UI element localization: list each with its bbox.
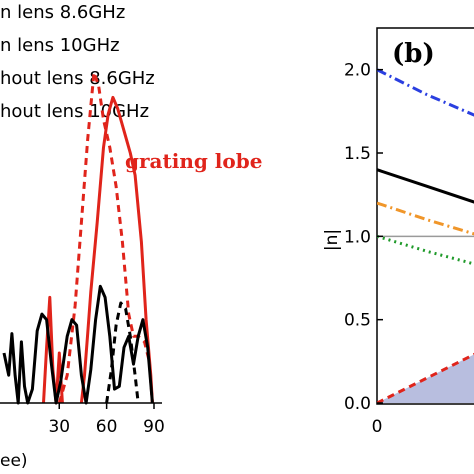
x-tick-label: 90 <box>143 417 165 437</box>
x-tick-label: 60 <box>96 417 118 437</box>
y-tick-label: 0.0 <box>344 394 371 414</box>
series-b-line-3 <box>377 201 474 236</box>
legend: n lens 8.6GHz n lens 10GHz hout lens 8.6… <box>0 2 155 122</box>
y-tick-label: 0.5 <box>344 311 371 331</box>
y-tick-label: 1.0 <box>344 227 371 247</box>
series-a-line-5 <box>105 301 140 404</box>
panel-label-b: (b) <box>392 39 435 69</box>
series-b-line-1 <box>377 68 474 117</box>
x-ticks-b: 0 <box>372 417 383 437</box>
x-tick-label: 0 <box>372 417 383 437</box>
y-tick-label: 2.0 <box>344 61 371 81</box>
legend-entry-1: n lens 8.6GHz <box>0 2 125 23</box>
legend-entry-4: hout lens 10GHz <box>0 101 149 122</box>
plot-frame-b <box>376 27 474 405</box>
grating-lobe-annotation: grating lobe <box>125 149 262 173</box>
x-axis-label: ee) <box>0 451 28 471</box>
series-group-a <box>2 70 154 405</box>
shaded-region <box>377 354 474 403</box>
x-ticks-a: 30 60 90 <box>48 403 165 437</box>
panel-a: n lens 8.6GHz n lens 10GHz hout lens 8.6… <box>0 2 262 471</box>
series-a-line-2 <box>79 95 154 404</box>
series-a-line-1 <box>57 70 154 404</box>
series-group-b <box>377 68 474 403</box>
series-b-line-4 <box>377 234 474 266</box>
legend-entry-2: n lens 10GHz <box>0 35 120 56</box>
panel-b: 0.0 0.5 1.0 1.5 2.0 0 (b) |n| <box>322 27 474 437</box>
series-a-line-4 <box>2 284 154 405</box>
fill-area-b <box>377 354 474 403</box>
y-axis-label-b: |n| <box>322 229 342 251</box>
x-tick-label: 30 <box>48 417 70 437</box>
y-tick-label: 1.5 <box>344 144 371 164</box>
legend-entry-3: hout lens 8.6GHz <box>0 68 155 89</box>
y-ticks-b: 0.0 0.5 1.0 1.5 2.0 <box>344 61 383 414</box>
series-b-line-2 <box>377 168 474 204</box>
